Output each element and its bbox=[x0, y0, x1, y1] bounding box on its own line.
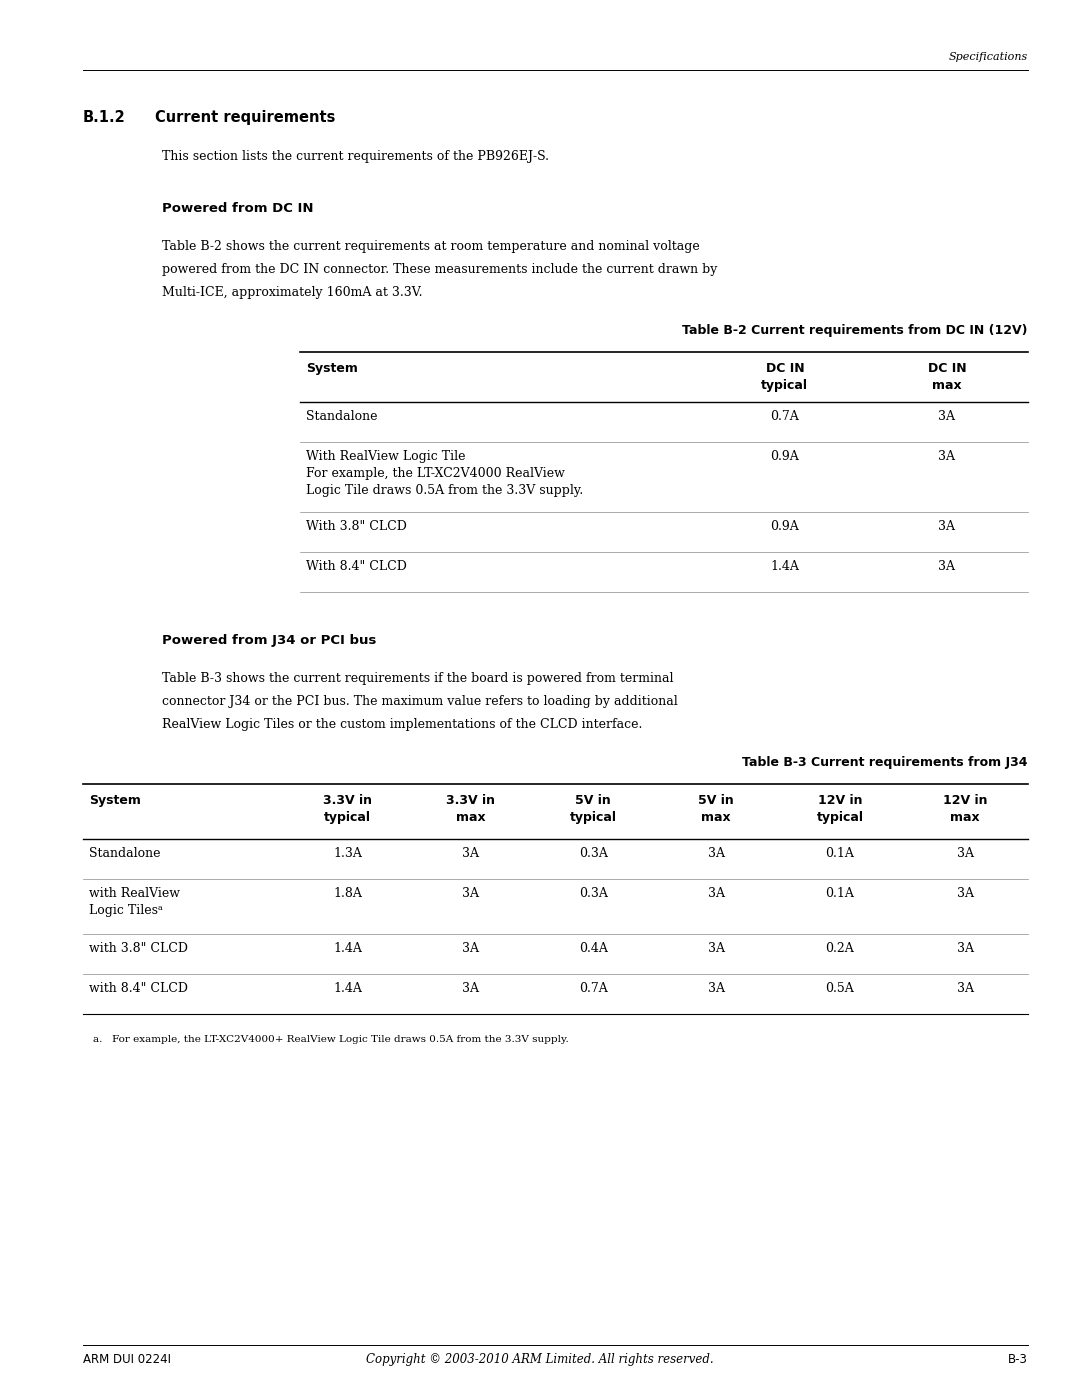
Text: 3A: 3A bbox=[939, 450, 956, 462]
Text: 0.5A: 0.5A bbox=[825, 982, 854, 995]
Text: 0.9A: 0.9A bbox=[770, 450, 799, 462]
Text: 0.7A: 0.7A bbox=[579, 982, 608, 995]
Text: 3A: 3A bbox=[939, 409, 956, 423]
Text: a.   For example, the LT-XC2V4000+ RealView Logic Tile draws 0.5A from the 3.3V : a. For example, the LT-XC2V4000+ RealVie… bbox=[93, 1035, 569, 1044]
Text: connector J34 or the PCI bus. The maximum value refers to loading by additional: connector J34 or the PCI bus. The maximu… bbox=[162, 694, 678, 708]
Text: 0.1A: 0.1A bbox=[825, 887, 854, 900]
Text: DC IN
typical: DC IN typical bbox=[761, 362, 808, 393]
Text: 3A: 3A bbox=[462, 847, 478, 861]
Text: 5V in
typical: 5V in typical bbox=[570, 793, 617, 824]
Text: RealView Logic Tiles or the custom implementations of the CLCD interface.: RealView Logic Tiles or the custom imple… bbox=[162, 718, 643, 731]
Text: Copyright © 2003-2010 ARM Limited. All rights reserved.: Copyright © 2003-2010 ARM Limited. All r… bbox=[366, 1354, 714, 1366]
Text: 3A: 3A bbox=[707, 942, 725, 956]
Text: This section lists the current requirements of the PB926EJ-S.: This section lists the current requireme… bbox=[162, 149, 549, 163]
Text: 12V in
typical: 12V in typical bbox=[816, 793, 863, 824]
Text: Table B-2 shows the current requirements at room temperature and nominal voltage: Table B-2 shows the current requirements… bbox=[162, 240, 700, 253]
Text: 0.1A: 0.1A bbox=[825, 847, 854, 861]
Text: ARM DUI 0224I: ARM DUI 0224I bbox=[83, 1354, 171, 1366]
Text: B.1.2: B.1.2 bbox=[83, 110, 125, 124]
Text: 0.7A: 0.7A bbox=[770, 409, 799, 423]
Text: Multi-ICE, approximately 160mA at 3.3V.: Multi-ICE, approximately 160mA at 3.3V. bbox=[162, 286, 422, 299]
Text: Powered from DC IN: Powered from DC IN bbox=[162, 203, 313, 215]
Text: 3A: 3A bbox=[707, 982, 725, 995]
Text: 3A: 3A bbox=[957, 887, 974, 900]
Text: Powered from J34 or PCI bus: Powered from J34 or PCI bus bbox=[162, 634, 376, 647]
Text: 3.3V in
max: 3.3V in max bbox=[446, 793, 495, 824]
Text: 3A: 3A bbox=[957, 942, 974, 956]
Text: 1.4A: 1.4A bbox=[333, 942, 362, 956]
Text: 5V in
max: 5V in max bbox=[699, 793, 734, 824]
Text: System: System bbox=[306, 362, 357, 374]
Text: with 3.8" CLCD: with 3.8" CLCD bbox=[89, 942, 188, 956]
Text: B-3: B-3 bbox=[1008, 1354, 1028, 1366]
Text: Current requirements: Current requirements bbox=[156, 110, 336, 124]
Text: Table B-3 shows the current requirements if the board is powered from terminal: Table B-3 shows the current requirements… bbox=[162, 672, 674, 685]
Text: 0.3A: 0.3A bbox=[579, 847, 608, 861]
Text: 0.2A: 0.2A bbox=[825, 942, 854, 956]
Text: 0.9A: 0.9A bbox=[770, 520, 799, 534]
Text: Standalone: Standalone bbox=[306, 409, 378, 423]
Text: Standalone: Standalone bbox=[89, 847, 161, 861]
Text: 3A: 3A bbox=[462, 887, 478, 900]
Text: 3A: 3A bbox=[707, 847, 725, 861]
Text: Specifications: Specifications bbox=[948, 52, 1028, 61]
Text: DC IN
max: DC IN max bbox=[928, 362, 967, 393]
Text: 12V in
max: 12V in max bbox=[943, 793, 987, 824]
Text: powered from the DC IN connector. These measurements include the current drawn b: powered from the DC IN connector. These … bbox=[162, 263, 717, 277]
Text: Table B-3 Current requirements from J34: Table B-3 Current requirements from J34 bbox=[743, 756, 1028, 768]
Text: Table B-2 Current requirements from DC IN (12V): Table B-2 Current requirements from DC I… bbox=[683, 324, 1028, 337]
Text: 3A: 3A bbox=[707, 887, 725, 900]
Text: 3A: 3A bbox=[957, 847, 974, 861]
Text: 1.8A: 1.8A bbox=[333, 887, 362, 900]
Text: 1.4A: 1.4A bbox=[770, 560, 799, 573]
Text: 3A: 3A bbox=[939, 520, 956, 534]
Text: with RealView
Logic Tilesᵃ: with RealView Logic Tilesᵃ bbox=[89, 887, 180, 916]
Text: 0.4A: 0.4A bbox=[579, 942, 608, 956]
Text: With 3.8" CLCD: With 3.8" CLCD bbox=[306, 520, 407, 534]
Text: 3A: 3A bbox=[462, 942, 478, 956]
Text: 3A: 3A bbox=[957, 982, 974, 995]
Text: 1.4A: 1.4A bbox=[333, 982, 362, 995]
Text: 3.3V in
typical: 3.3V in typical bbox=[323, 793, 373, 824]
Text: with 8.4" CLCD: with 8.4" CLCD bbox=[89, 982, 188, 995]
Text: With 8.4" CLCD: With 8.4" CLCD bbox=[306, 560, 407, 573]
Text: 1.3A: 1.3A bbox=[333, 847, 362, 861]
Text: 0.3A: 0.3A bbox=[579, 887, 608, 900]
Text: With RealView Logic Tile
For example, the LT-XC2V4000 RealView
Logic Tile draws : With RealView Logic Tile For example, th… bbox=[306, 450, 583, 497]
Text: System: System bbox=[89, 793, 140, 807]
Text: 3A: 3A bbox=[939, 560, 956, 573]
Text: 3A: 3A bbox=[462, 982, 478, 995]
